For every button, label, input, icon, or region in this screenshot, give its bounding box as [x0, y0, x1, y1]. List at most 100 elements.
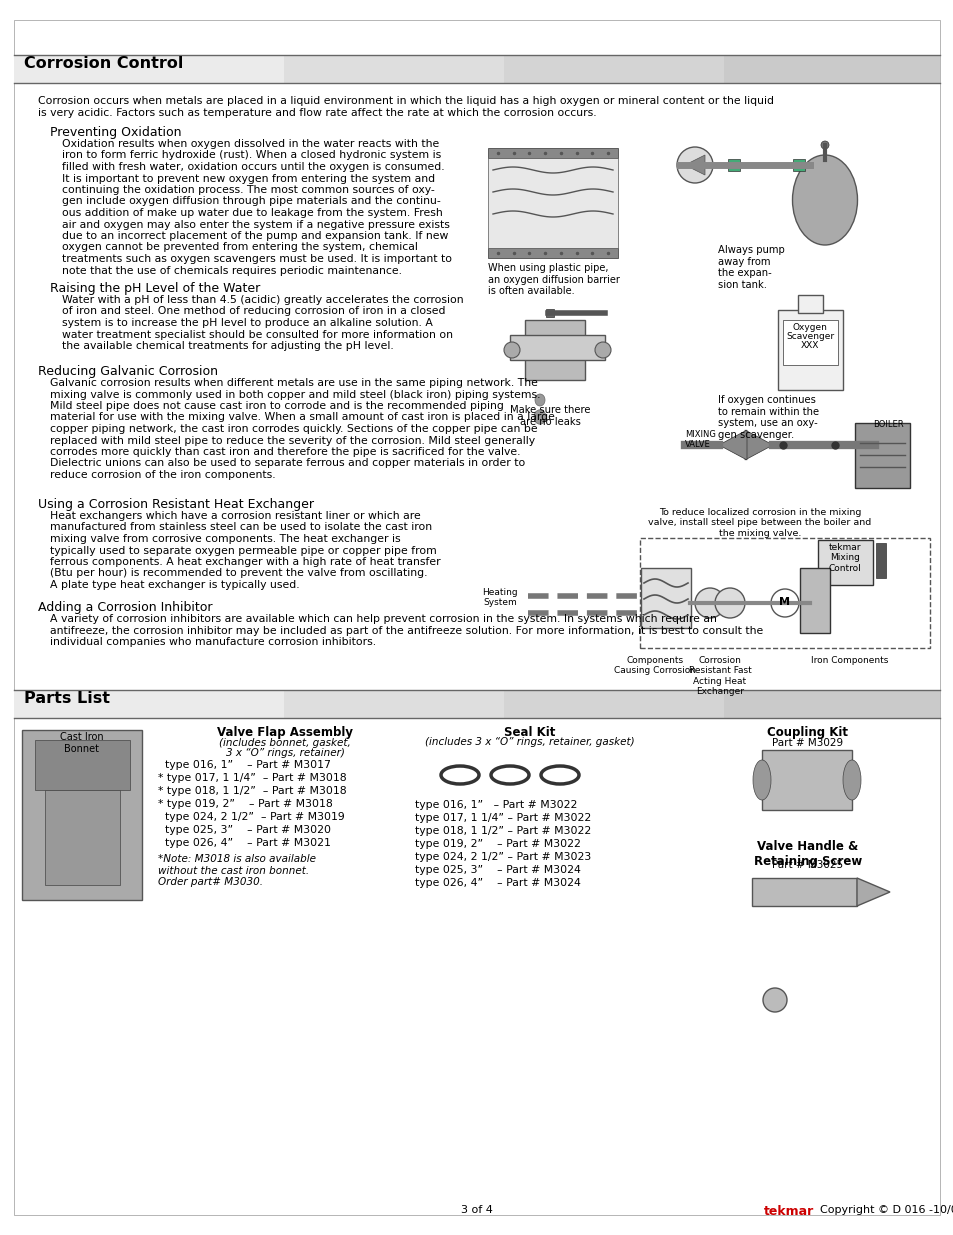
Text: * type 017, 1 1/4”  – Part # M3018: * type 017, 1 1/4” – Part # M3018 [158, 773, 346, 783]
Text: individual companies who manufacture corrosion inhibitors.: individual companies who manufacture cor… [50, 637, 375, 647]
Text: iron to form ferric hydroxide (rust). When a closed hydronic system is: iron to form ferric hydroxide (rust). Wh… [62, 151, 441, 161]
Text: oxygen cannot be prevented from entering the system, chemical: oxygen cannot be prevented from entering… [62, 242, 417, 252]
Bar [723, 690, 939, 718]
Text: note that the use of chemicals requires periodic maintenance.: note that the use of chemicals requires … [62, 266, 401, 275]
Text: MIXING
VALVE: MIXING VALVE [684, 430, 715, 450]
Text: type 017, 1 1/4” – Part # M3022: type 017, 1 1/4” – Part # M3022 [415, 813, 591, 823]
Text: Water with a pH of less than 4.5 (acidic) greatly accelerates the corrosion: Water with a pH of less than 4.5 (acidic… [62, 295, 463, 305]
Text: typically used to separate oxygen permeable pipe or copper pipe from: typically used to separate oxygen permea… [50, 546, 436, 556]
Bar [503, 690, 723, 718]
Polygon shape [856, 878, 889, 906]
Text: * type 018, 1 1/2”  – Part # M3018: * type 018, 1 1/2” – Part # M3018 [158, 785, 346, 797]
Bar [35, 740, 130, 790]
Bar [488, 248, 618, 258]
Text: A plate type heat exchanger is typically used.: A plate type heat exchanger is typically… [50, 580, 299, 590]
Bar [817, 540, 872, 585]
Circle shape [821, 141, 828, 149]
Bar [14, 690, 284, 718]
Text: Dielectric unions can also be used to separate ferrous and copper materials in o: Dielectric unions can also be used to se… [50, 458, 525, 468]
Text: When using plastic pipe,
an oxygen diffusion barrier
is often available.: When using plastic pipe, an oxygen diffu… [488, 263, 619, 296]
Text: Part # M3025: Part # M3025 [772, 860, 842, 869]
Text: ferrous components. A heat exchanger with a high rate of heat transfer: ferrous components. A heat exchanger wit… [50, 557, 440, 567]
Text: Always pump
away from
the expan-
sion tank.: Always pump away from the expan- sion ta… [718, 245, 784, 290]
Text: Using a Corrosion Resistant Heat Exchanger: Using a Corrosion Resistant Heat Exchang… [38, 498, 314, 511]
Polygon shape [684, 156, 704, 175]
Polygon shape [744, 430, 772, 459]
Text: type 026, 4”    – Part # M3024: type 026, 4” – Part # M3024 [415, 878, 580, 888]
Text: system is to increase the pH level to produce an alkaline solution. A: system is to increase the pH level to pr… [62, 317, 433, 329]
Bar [854, 424, 909, 488]
Text: Cast Iron
Bonnet: Cast Iron Bonnet [60, 732, 104, 753]
Circle shape [695, 588, 724, 618]
Bar [503, 56, 723, 83]
Text: It is important to prevent new oxygen from entering the system and: It is important to prevent new oxygen fr… [62, 173, 435, 184]
Text: A variety of corrosion inhibitors are available which can help prevent corrosion: A variety of corrosion inhibitors are av… [50, 614, 716, 624]
Text: If oxygen continues
to remain within the
system, use an oxy-
gen scavenger.: If oxygen continues to remain within the… [718, 395, 819, 440]
Bar [488, 148, 618, 158]
Text: 3 x “O” rings, retainer): 3 x “O” rings, retainer) [225, 748, 344, 758]
Bar [875, 543, 885, 578]
Text: tekmar
Mixing
Control: tekmar Mixing Control [828, 543, 861, 573]
Text: Valve Handle &
Retaining Screw: Valve Handle & Retaining Screw [753, 840, 862, 868]
Text: Raising the pH Level of the Water: Raising the pH Level of the Water [50, 282, 260, 295]
Circle shape [677, 147, 712, 183]
Bar [792, 159, 804, 170]
Bar [545, 309, 554, 317]
Text: Oxygen: Oxygen [792, 324, 826, 332]
Text: Mild steel pipe does not cause cast iron to corrode and is the recommended pipin: Mild steel pipe does not cause cast iron… [50, 401, 503, 411]
Text: BOILER: BOILER [872, 420, 902, 429]
Text: due to an incorrect placement of the pump and expansion tank. If new: due to an incorrect placement of the pum… [62, 231, 448, 241]
Bar [284, 690, 503, 718]
Text: mixing valve from corrosive components. The heat exchanger is: mixing valve from corrosive components. … [50, 534, 400, 543]
Circle shape [762, 988, 786, 1011]
Bar [778, 310, 842, 390]
Text: the available chemical treatments for adjusting the pH level.: the available chemical treatments for ad… [62, 341, 394, 351]
Text: * type 019, 2”    – Part # M3018: * type 019, 2” – Part # M3018 [158, 799, 333, 809]
Text: (Btu per hour) is recommended to prevent the valve from oscillating.: (Btu per hour) is recommended to prevent… [50, 568, 427, 578]
Bar [22, 730, 142, 900]
Ellipse shape [503, 342, 519, 358]
Text: Copyright © D 016 -10/00: Copyright © D 016 -10/00 [820, 1205, 953, 1215]
Text: (includes bonnet, gasket,: (includes bonnet, gasket, [219, 739, 351, 748]
Text: material for use with the mixing valve. When a small amount of cast iron is plac: material for use with the mixing valve. … [50, 412, 555, 422]
Text: Part # M3029: Part # M3029 [772, 739, 842, 748]
Text: mixing valve is commonly used in both copper and mild steel (black iron) piping : mixing valve is commonly used in both co… [50, 389, 540, 399]
Ellipse shape [792, 156, 857, 245]
Text: corrodes more quickly than cast iron and therefore the pipe is sacrificed for th: corrodes more quickly than cast iron and… [50, 447, 520, 457]
Text: is very acidic. Factors such as temperature and flow rate affect the rate at whi: is very acidic. Factors such as temperat… [38, 107, 596, 119]
Text: (includes 3 x “O” rings, retainer, gasket): (includes 3 x “O” rings, retainer, gaske… [425, 737, 634, 747]
Text: manufactured from stainless steel can be used to isolate the cast iron: manufactured from stainless steel can be… [50, 522, 432, 532]
Text: replaced with mild steel pipe to reduce the severity of the corrosion. Mild stee: replaced with mild steel pipe to reduce … [50, 436, 535, 446]
Bar [800, 568, 829, 634]
Text: XXX: XXX [800, 341, 819, 350]
Text: tekmar: tekmar [763, 1205, 814, 1218]
Bar [727, 159, 740, 170]
Text: Parts List: Parts List [24, 692, 110, 706]
Text: continuing the oxidation process. The most common sources of oxy-: continuing the oxidation process. The mo… [62, 185, 435, 195]
Text: Galvanic corrosion results when different metals are use in the same piping netw: Galvanic corrosion results when differen… [50, 378, 537, 388]
Text: Corrosion occurs when metals are placed in a liquid environment in which the liq: Corrosion occurs when metals are placed … [38, 96, 773, 106]
Text: air and oxygen may also enter the system if a negative pressure exists: air and oxygen may also enter the system… [62, 220, 450, 230]
Text: type 025, 3”    – Part # M3024: type 025, 3” – Part # M3024 [415, 864, 580, 876]
Text: filled with fresh water, oxidation occurs until the oxygen is consumed.: filled with fresh water, oxidation occur… [62, 162, 444, 172]
Text: treatments such as oxygen scavengers must be used. It is important to: treatments such as oxygen scavengers mus… [62, 254, 452, 264]
Text: antifreeze, the corrosion inhibitor may be included as part of the antifreeze so: antifreeze, the corrosion inhibitor may … [50, 625, 762, 636]
Text: Preventing Oxidation: Preventing Oxidation [50, 126, 181, 140]
Text: of iron and steel. One method of reducing corrosion of iron in a closed: of iron and steel. One method of reducin… [62, 306, 445, 316]
Text: Coupling Kit: Coupling Kit [767, 726, 847, 739]
Ellipse shape [752, 760, 770, 800]
Ellipse shape [534, 410, 545, 424]
Bar [782, 320, 837, 366]
Text: Seal Kit: Seal Kit [504, 726, 555, 739]
Text: Corrosion
Resistant Fast
Acting Heat
Exchanger: Corrosion Resistant Fast Acting Heat Exc… [688, 656, 751, 697]
Text: water treatment specialist should be consulted for more information on: water treatment specialist should be con… [62, 330, 453, 340]
Text: Valve Flap Assembly: Valve Flap Assembly [216, 726, 353, 739]
Text: Scavenger: Scavenger [785, 332, 833, 341]
Bar [640, 568, 690, 629]
Text: type 016, 1”   – Part # M3022: type 016, 1” – Part # M3022 [415, 800, 577, 810]
Text: Oxidation results when oxygen dissolved in the water reacts with the: Oxidation results when oxygen dissolved … [62, 140, 438, 149]
Text: gen include oxygen diffusion through pipe materials and the continu-: gen include oxygen diffusion through pip… [62, 196, 440, 206]
Text: 3 of 4: 3 of 4 [460, 1205, 493, 1215]
Bar [45, 790, 120, 885]
Text: type 024, 2 1/2” – Part # M3023: type 024, 2 1/2” – Part # M3023 [415, 852, 591, 862]
